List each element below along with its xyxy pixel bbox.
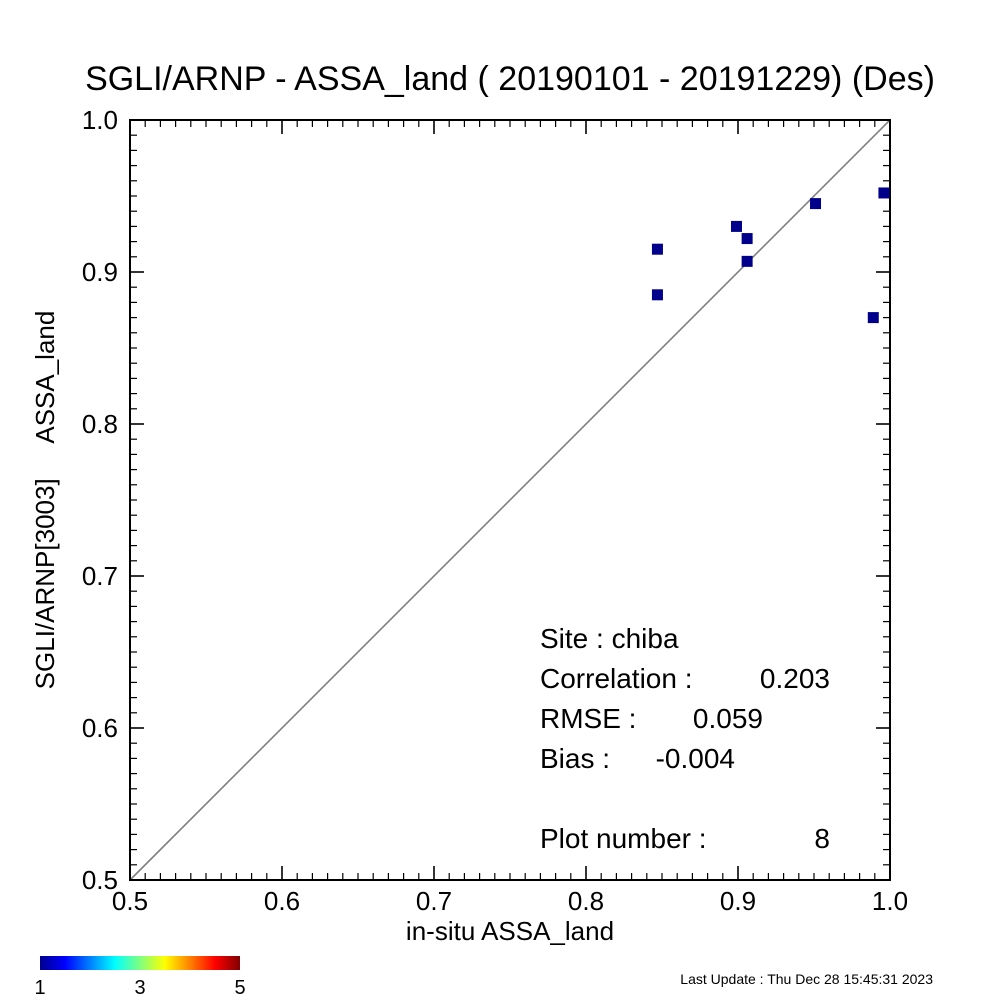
plot-frame	[129, 119, 891, 881]
x-axis-label: in-situ ASSA_land	[406, 916, 614, 946]
colorbar-label: 5	[234, 977, 245, 999]
stats-correlation-value: 0.203	[760, 663, 830, 694]
y-tick-label: 1.0	[82, 105, 118, 135]
stats-bias-label: Bias :	[540, 743, 610, 774]
stats-site: Site : chiba	[540, 623, 679, 654]
x-tick-label: 1.0	[872, 886, 908, 916]
y-tick-label: 0.9	[82, 257, 118, 287]
tick-labels: 0.5 0.6 0.7 0.8 0.9 1.0 0.5 0.6 0.7 0.8 0.9 1.0	[82, 105, 908, 916]
stats-box: Site : chiba Correlation : 0.203 RMSE : …	[540, 623, 830, 854]
data-points	[651, 187, 890, 324]
one-to-one-line	[129, 119, 891, 881]
data-point	[867, 312, 879, 324]
chart-title: SGLI/ARNP - ASSA_land ( 20190101 - 20191…	[85, 60, 935, 98]
x-tick-label: 0.5	[112, 886, 148, 916]
colorbar	[40, 956, 240, 970]
x-tick-label: 0.9	[720, 886, 756, 916]
stats-rmse-label: RMSE :	[540, 703, 636, 734]
stats-bias-value: -0.004	[656, 743, 735, 774]
data-point	[651, 243, 663, 255]
y-axis-label: SGLI/ARNP[3003] ASSA_land	[30, 311, 60, 690]
data-point	[878, 187, 890, 199]
y-tick-label: 0.8	[82, 409, 118, 439]
data-point	[730, 220, 742, 232]
y-tick-label: 0.6	[82, 713, 118, 743]
stats-correlation-label: Correlation :	[540, 663, 693, 694]
x-tick-label: 0.6	[264, 886, 300, 916]
colorbar-labels: 1 3 5	[34, 977, 245, 999]
x-tick-label: 0.8	[568, 886, 604, 916]
stats-plot-number-label: Plot number :	[540, 823, 707, 854]
stats-plot-number-value: 8	[814, 823, 830, 854]
last-update: Last Update : Thu Dec 28 15:45:31 2023	[680, 971, 933, 987]
colorbar-label: 1	[34, 977, 45, 999]
stats-rmse-value: 0.059	[693, 703, 763, 734]
data-point	[810, 198, 822, 210]
data-point	[741, 255, 753, 267]
y-tick-label: 0.7	[82, 561, 118, 591]
axis-ticks	[129, 119, 891, 881]
data-point	[741, 233, 753, 245]
colorbar-label: 3	[134, 977, 145, 999]
x-tick-label: 0.7	[416, 886, 452, 916]
data-point	[651, 289, 663, 301]
y-tick-label: 0.5	[82, 865, 118, 895]
